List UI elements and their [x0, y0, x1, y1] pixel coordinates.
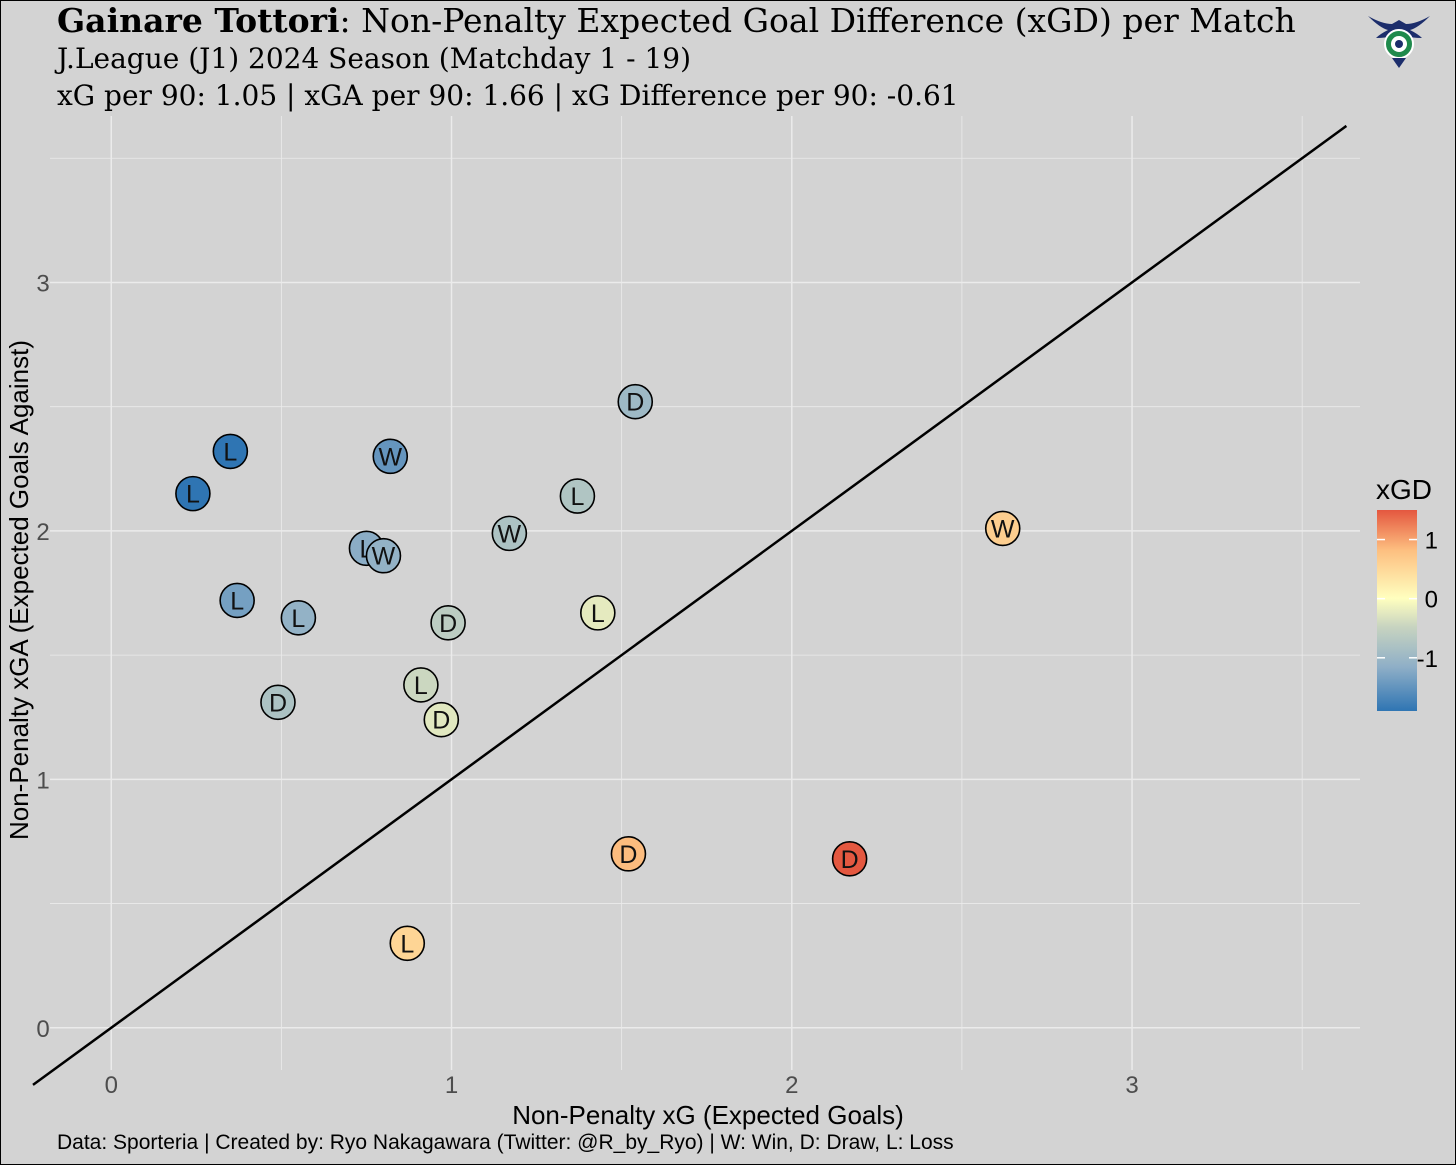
data-point: D [610, 836, 647, 872]
y-tick-label: 0 [36, 1016, 49, 1043]
point-result-label: D [841, 846, 859, 874]
data-point: D [423, 701, 460, 738]
y-axis-ticks: 0 1 2 3 [36, 270, 49, 1042]
point-marker [280, 600, 317, 636]
data-point: L [212, 433, 249, 470]
club-logo-icon [1368, 16, 1430, 68]
data-point: D [430, 605, 466, 641]
point-marker [984, 510, 1021, 547]
chart-title: Gainare Tottori: Non-Penalty Expected Go… [57, 2, 1296, 40]
data-point: L [280, 600, 317, 636]
point-marker [365, 537, 402, 574]
y-tick-label: 3 [36, 270, 49, 297]
minor-gridlines [50, 116, 1360, 1070]
x-tick-label: 2 [785, 1072, 798, 1099]
point-result-label: D [432, 707, 450, 735]
data-point: L [219, 582, 255, 619]
data-point: L [403, 667, 439, 703]
point-result-label: W [991, 515, 1015, 543]
point-marker [212, 433, 249, 470]
point-marker [559, 478, 596, 514]
data-point: D [260, 684, 296, 721]
point-result-label: W [498, 520, 522, 548]
point-result-label: D [269, 689, 287, 717]
legend-ticks: 1 0 -1 [1377, 528, 1438, 673]
point-result-label: L [414, 672, 428, 700]
x-tick-label: 3 [1125, 1072, 1138, 1099]
point-marker [389, 925, 426, 962]
point-result-label: L [223, 438, 237, 466]
point-result-label: L [570, 483, 584, 511]
point-result-label: D [619, 841, 637, 869]
point-marker [175, 475, 211, 512]
point-result-label: L [186, 481, 200, 509]
x-tick-label: 1 [445, 1072, 458, 1099]
point-result-label: W [372, 543, 396, 571]
x-axis-ticks: 0 1 2 3 [105, 1072, 1139, 1099]
chart-subtitle: J.League (J1) 2024 Season (Matchday 1 - … [57, 42, 692, 75]
point-result-label: L [291, 605, 305, 633]
data-point: L [389, 925, 426, 962]
legend-tick-label: 1 [1425, 528, 1438, 555]
point-marker [430, 605, 466, 641]
data-point: L [559, 478, 596, 514]
data-point: D [617, 383, 654, 420]
legend-tick-label: 0 [1425, 587, 1438, 614]
point-result-label: L [400, 930, 414, 958]
data-point: W [491, 515, 528, 552]
major-gridlines [50, 116, 1360, 1070]
y-axis-title: Non-Penalty xGA (Expected Goals Against) [4, 340, 34, 840]
point-marker [372, 438, 409, 475]
point-marker [260, 684, 296, 721]
y-tick-label: 1 [36, 767, 49, 794]
point-result-label: L [230, 587, 244, 615]
reference-line-y-equals-x [32, 124, 1348, 1086]
point-marker [403, 667, 439, 703]
data-point: W [372, 438, 409, 475]
data-point: L [175, 475, 211, 512]
color-legend: xGD 1 0 -1 [1376, 474, 1438, 711]
data-point: L [580, 595, 616, 631]
legend-title: xGD [1376, 474, 1432, 505]
point-marker [831, 841, 868, 877]
point-marker [219, 582, 255, 619]
point-result-label: L [591, 600, 605, 628]
team-name: Gainare Tottori [57, 1, 340, 40]
x-tick-label: 0 [105, 1072, 118, 1099]
data-point: D [831, 841, 868, 877]
caption: Data: Sporteria | Created by: Ryo Nakaga… [57, 1131, 954, 1154]
point-result-label: D [626, 389, 644, 417]
point-marker [423, 701, 460, 738]
point-result-label: D [439, 610, 457, 638]
x-axis-title: Non-Penalty xG (Expected Goals) [512, 1100, 904, 1130]
y-tick-label: 2 [36, 519, 49, 546]
point-marker [617, 383, 654, 420]
data-point: W [984, 510, 1021, 547]
point-result-label: W [378, 443, 402, 471]
legend-tick-label: -1 [1417, 646, 1438, 673]
point-marker [491, 515, 528, 552]
point-marker [580, 595, 616, 631]
legend-colorbar [1377, 510, 1417, 711]
stats-line: xG per 90: 1.05 | xGA per 90: 1.66 | xG … [57, 79, 959, 112]
data-point: W [365, 537, 402, 574]
title-rest: : Non-Penalty Expected Goal Difference (… [339, 1, 1296, 40]
point-marker [610, 836, 647, 872]
title-block: Gainare Tottori: Non-Penalty Expected Go… [57, 2, 1296, 114]
